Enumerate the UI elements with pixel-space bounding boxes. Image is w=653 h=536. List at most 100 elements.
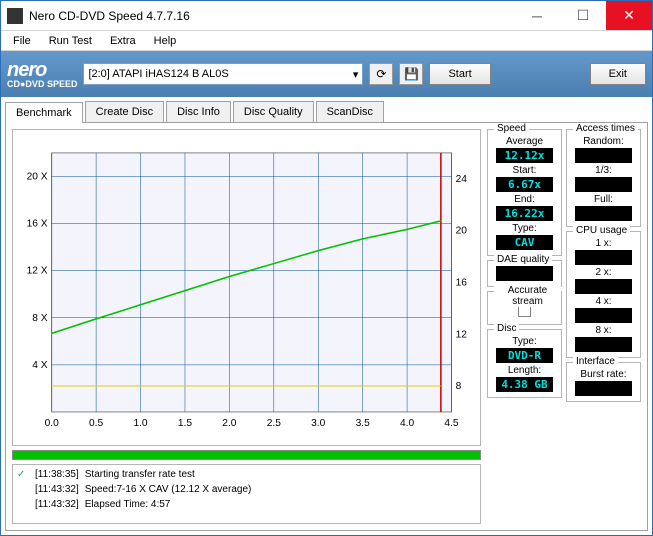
panel-title: Accurate stream: [494, 285, 561, 307]
svg-text:0.0: 0.0: [45, 418, 59, 429]
svg-text:16 X: 16 X: [27, 219, 48, 230]
svg-text:2.5: 2.5: [267, 418, 281, 429]
window-controls: ─ ☐ ✕: [514, 1, 652, 30]
label: 1 x:: [571, 238, 636, 249]
panel-interface: Interface Burst rate:: [566, 362, 641, 402]
tab-createdisc[interactable]: Create Disc: [85, 101, 164, 122]
value-box: [575, 148, 632, 163]
device-text: [2:0] ATAPI iHAS124 B AL0S: [88, 68, 228, 80]
log-time: [11:43:32]: [35, 482, 79, 497]
tab-discquality[interactable]: Disc Quality: [233, 101, 314, 122]
svg-text:20 X: 20 X: [27, 171, 48, 182]
label: Full:: [571, 194, 636, 205]
svg-text:12 X: 12 X: [27, 266, 48, 277]
close-button[interactable]: ✕: [606, 1, 652, 30]
panel-cpu: CPU usage 1 x: 2 x: 4 x: 8 x:: [566, 231, 641, 358]
toolbar: nero CD●DVD SPEED [2:0] ATAPI iHAS124 B …: [1, 51, 652, 97]
maximize-button[interactable]: ☐: [560, 1, 606, 30]
log-time: [11:38:35]: [35, 467, 79, 482]
label: Type:: [492, 223, 557, 234]
menu-extra[interactable]: Extra: [102, 33, 144, 49]
value-box: DVD-R: [496, 348, 553, 363]
menu-help[interactable]: Help: [146, 33, 185, 49]
value-box: 6.67x: [496, 177, 553, 192]
log-msg: Starting transfer rate test: [85, 467, 195, 482]
svg-text:8: 8: [456, 381, 462, 392]
svg-text:4.0: 4.0: [400, 418, 414, 429]
label: 4 x:: [571, 296, 636, 307]
logo-text: nero: [7, 60, 77, 80]
label: Length:: [492, 365, 557, 376]
start-button[interactable]: Start: [429, 63, 490, 85]
log-msg: Speed:7-16 X CAV (12.12 X average): [85, 482, 252, 497]
value-box: [575, 250, 632, 265]
value-box: [575, 279, 632, 294]
ok-icon: [17, 482, 29, 497]
label: End:: [492, 194, 557, 205]
svg-text:24: 24: [456, 174, 468, 185]
value-box: 4.38 GB: [496, 377, 553, 392]
log-row: [11:43:32] Elapsed Time: 4:57: [17, 497, 476, 512]
save-icon[interactable]: 💾: [399, 63, 423, 85]
svg-text:2.0: 2.0: [222, 418, 236, 429]
panel-title: Interface: [573, 356, 618, 367]
label: 1/3:: [571, 165, 636, 176]
refresh-icon[interactable]: ⟳: [369, 63, 393, 85]
device-dropdown[interactable]: [2:0] ATAPI iHAS124 B AL0S ▾: [83, 63, 363, 85]
label: 8 x:: [571, 325, 636, 336]
svg-text:8 X: 8 X: [32, 313, 47, 324]
value-box: 12.12x: [496, 148, 553, 163]
col-1: Speed Average 12.12x Start: 6.67x End: 1…: [487, 129, 562, 524]
ok-icon: ✓: [17, 467, 29, 482]
panel-speed: Speed Average 12.12x Start: 6.67x End: 1…: [487, 129, 562, 256]
panel-title: Access times: [573, 123, 638, 134]
svg-text:4 X: 4 X: [32, 360, 47, 371]
left-column: 0.00.51.01.52.02.53.03.54.04.54 X8 X12 X…: [12, 129, 481, 524]
tab-scandisc[interactable]: ScanDisc: [316, 101, 384, 122]
exit-button[interactable]: Exit: [590, 63, 646, 85]
value-box: [575, 308, 632, 323]
label: Average: [492, 136, 557, 147]
log-time: [11:43:32]: [35, 497, 79, 512]
label: Burst rate:: [571, 369, 636, 380]
log-box: ✓ [11:38:35] Starting transfer rate test […: [12, 464, 481, 524]
titlebar[interactable]: Nero CD-DVD Speed 4.7.7.16 ─ ☐ ✕: [1, 1, 652, 31]
panel-disc: Disc Type: DVD-R Length: 4.38 GB: [487, 329, 562, 398]
panel-dae: DAE quality: [487, 260, 562, 287]
chevron-down-icon: ▾: [353, 68, 359, 81]
value-box: [575, 177, 632, 192]
label: Start:: [492, 165, 557, 176]
content-area: 0.00.51.01.52.02.53.03.54.04.54 X8 X12 X…: [5, 122, 648, 531]
svg-text:1.5: 1.5: [178, 418, 192, 429]
tab-benchmark[interactable]: Benchmark: [5, 102, 83, 123]
value-box: [575, 206, 632, 221]
svg-text:12: 12: [456, 329, 468, 340]
chart-box: 0.00.51.01.52.02.53.03.54.04.54 X8 X12 X…: [12, 129, 481, 446]
progress-bar: [12, 450, 481, 460]
svg-text:0.5: 0.5: [89, 418, 103, 429]
ok-icon: [17, 497, 29, 512]
menu-runtest[interactable]: Run Test: [41, 33, 100, 49]
right-column: Speed Average 12.12x Start: 6.67x End: 1…: [487, 129, 641, 524]
menu-file[interactable]: File: [5, 33, 39, 49]
app-window: Nero CD-DVD Speed 4.7.7.16 ─ ☐ ✕ File Ru…: [0, 0, 653, 536]
col-2: Access times Random: 1/3: Full: CPU usag…: [566, 129, 641, 524]
svg-text:4.5: 4.5: [444, 418, 458, 429]
value-box: [496, 266, 553, 281]
logo: nero CD●DVD SPEED: [7, 60, 77, 89]
speed-chart: 0.00.51.01.52.02.53.03.54.04.54 X8 X12 X…: [17, 134, 476, 441]
log-msg: Elapsed Time: 4:57: [85, 497, 171, 512]
panel-title: Speed: [494, 123, 529, 134]
panel-title: DAE quality: [494, 254, 552, 265]
label: Random:: [571, 136, 636, 147]
panel-accurate: Accurate stream: [487, 291, 562, 325]
value-box: [575, 381, 632, 396]
minimize-button[interactable]: ─: [514, 1, 560, 30]
menubar: File Run Test Extra Help: [1, 31, 652, 51]
panel-title: CPU usage: [573, 225, 630, 236]
value-box: 16.22x: [496, 206, 553, 221]
log-row: [11:43:32] Speed:7-16 X CAV (12.12 X aver…: [17, 482, 476, 497]
logo-subtext: CD●DVD SPEED: [7, 80, 77, 89]
app-icon: [7, 8, 23, 24]
tab-discinfo[interactable]: Disc Info: [166, 101, 231, 122]
